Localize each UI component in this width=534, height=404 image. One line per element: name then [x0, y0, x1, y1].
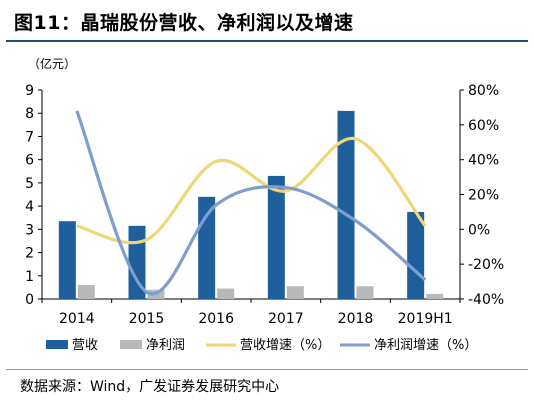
revenue-bar	[58, 221, 76, 299]
x-tick-label: 2018	[338, 311, 374, 327]
bars-group	[58, 110, 444, 300]
x-tick-label: 2014	[59, 311, 95, 327]
left-tick-label: 2	[25, 246, 34, 262]
revenue-bar	[337, 110, 355, 300]
legend-label: 营收增速（%）	[240, 338, 330, 353]
revenue-bar	[407, 211, 425, 299]
left-tick-label: 4	[25, 199, 34, 215]
left-axis-unit: （亿元）	[28, 57, 77, 71]
right-tick-label: 60%	[468, 118, 499, 134]
figure-title: 图11：晶瑞股份营收、净利润以及增速	[14, 12, 354, 34]
profit-growth-line	[75, 110, 427, 296]
net-profit-bar	[356, 286, 374, 299]
right-tick-label: -40%	[468, 292, 504, 308]
left-tick-label: 6	[25, 153, 34, 169]
legend-swatch	[120, 340, 142, 349]
x-tick-label: 2019H1	[398, 311, 453, 327]
lines-group	[75, 110, 427, 296]
x-tick-label: 2015	[129, 311, 165, 327]
footer-rule	[6, 369, 528, 370]
title-rule	[6, 40, 528, 42]
revenue-bar	[198, 196, 216, 299]
legend-label: 净利润增速（%）	[374, 338, 477, 353]
net-profit-bar	[217, 288, 235, 299]
x-tick-label: 2017	[268, 311, 304, 327]
revenue-bar	[267, 175, 285, 299]
source-note: 数据来源：Wind，广发证券发展研究中心	[20, 379, 280, 395]
right-tick-label: 0%	[468, 222, 490, 238]
legend-swatch	[46, 340, 68, 349]
net-profit-bar	[286, 286, 304, 299]
legend-label: 净利润	[146, 338, 185, 353]
right-tick-label: 80%	[468, 83, 499, 99]
right-tick-label: 40%	[468, 153, 499, 169]
left-tick-label: 9	[25, 83, 34, 99]
right-tick-label: 20%	[468, 188, 499, 204]
left-tick-label: 8	[25, 106, 34, 122]
legend-group: 营收 净利润 营收增速（%） 净利润增速（%）	[46, 338, 477, 353]
net-profit-bar	[77, 285, 95, 299]
left-tick-label: 7	[25, 129, 34, 145]
left-tick-label: 5	[25, 176, 34, 192]
net-profit-bar	[426, 293, 444, 299]
right-tick-label: -20%	[468, 257, 504, 273]
legend-label: 营收	[72, 338, 98, 353]
revenue-growth-line	[76, 136, 427, 245]
left-tick-label: 0	[25, 292, 34, 308]
left-tick-label: 1	[25, 269, 34, 285]
x-tick-label: 2016	[198, 311, 234, 327]
axes-group: 0 1 2 3 4 5 6 7 8 9 -40% -20% 0% 20% 40% 60% 80% 2014 2015…	[25, 83, 504, 327]
left-tick-label: 3	[25, 222, 34, 238]
